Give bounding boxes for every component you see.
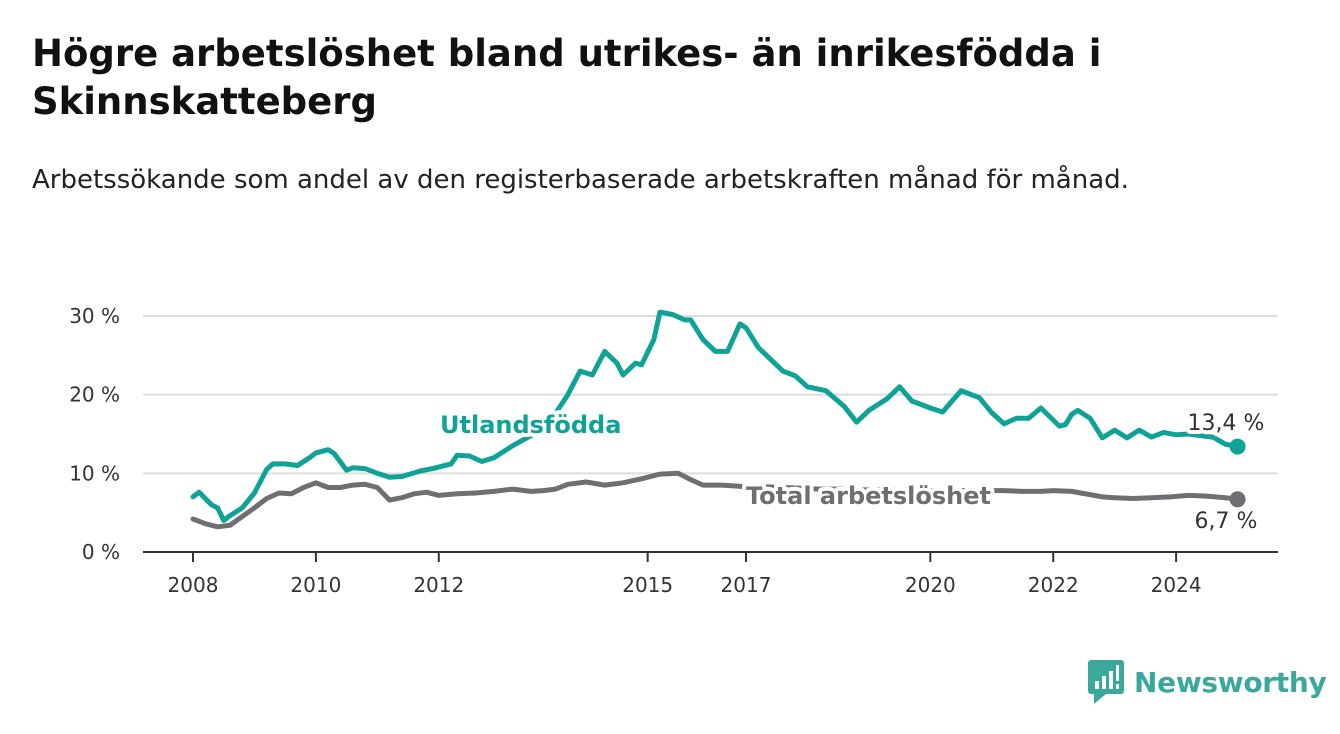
series-label-total: Total arbetslöshet (746, 482, 991, 510)
y-tick-label: 0 % (82, 540, 120, 564)
x-tick-label: 2024 (1151, 573, 1202, 597)
x-tick-label: 2022 (1028, 573, 1079, 597)
y-tick-label: 10 % (69, 461, 120, 485)
chart-title: Högre arbetslöshet bland utrikes- än inr… (32, 32, 1102, 123)
x-tick-label: 2015 (622, 573, 673, 597)
newsworthy-logo: Newsworthy (1088, 660, 1327, 704)
series-lines (190, 309, 1246, 530)
end-point-total (1229, 491, 1246, 508)
brand-name: Newsworthy (1134, 665, 1327, 699)
end-label-total: 6,7 % (1195, 509, 1258, 534)
x-tick-label: 2012 (413, 573, 464, 597)
x-tick-label: 2017 (721, 573, 772, 597)
series-line-utlandsfodda (190, 309, 1241, 523)
y-tick-label: 20 % (69, 383, 120, 407)
series-labels: Utlandsfödda Total arbetslöshet 13,4 % 6… (436, 407, 1268, 538)
x-tick-label: 2010 (290, 573, 341, 597)
series-label-utlandsfodda: Utlandsfödda (440, 411, 621, 439)
x-tick-label: 2020 (905, 573, 956, 597)
gridlines (143, 315, 1278, 475)
end-point-utlandsfodda (1229, 438, 1246, 455)
series-line-total (190, 470, 1241, 530)
x-tick-label: 2008 (168, 573, 219, 597)
x-axis: 2008 2010 2012 2015 2017 2020 2022 2024 (143, 551, 1278, 597)
chart-subtitle: Arbetssökande som andel av den registerb… (32, 165, 1129, 195)
newsworthy-logo-icon (1088, 660, 1124, 704)
end-label-utlandsfodda: 13,4 % (1188, 411, 1265, 436)
y-tick-label: 30 % (69, 304, 120, 328)
y-axis: 0 % 10 % 20 % 30 % (69, 304, 120, 564)
